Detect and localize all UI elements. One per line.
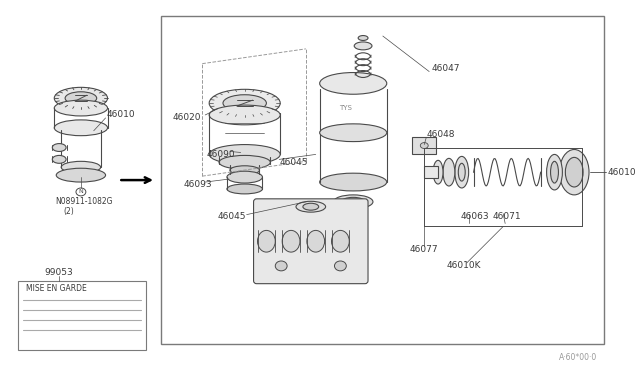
Text: TYS: TYS: [339, 105, 352, 111]
Ellipse shape: [455, 156, 468, 188]
Text: 46045: 46045: [217, 212, 246, 221]
Ellipse shape: [319, 173, 387, 191]
Text: 46093: 46093: [184, 180, 212, 189]
Text: 46045: 46045: [279, 158, 308, 167]
Ellipse shape: [52, 155, 66, 163]
Ellipse shape: [303, 203, 319, 210]
Ellipse shape: [209, 145, 280, 164]
Ellipse shape: [458, 163, 465, 181]
Text: 46020: 46020: [173, 113, 201, 122]
Bar: [424, 166, 438, 178]
Ellipse shape: [547, 154, 563, 190]
Text: A·60*00·0: A·60*00·0: [559, 353, 598, 362]
Text: 46047: 46047: [431, 64, 460, 73]
Text: 46010K: 46010K: [447, 262, 481, 270]
FancyBboxPatch shape: [253, 199, 368, 284]
Ellipse shape: [282, 230, 300, 252]
Text: 46063: 46063: [461, 212, 490, 221]
Ellipse shape: [559, 150, 589, 195]
Ellipse shape: [209, 105, 280, 125]
Text: 46048: 46048: [426, 130, 455, 139]
Ellipse shape: [319, 124, 387, 142]
Ellipse shape: [341, 198, 365, 206]
Ellipse shape: [223, 95, 266, 112]
Ellipse shape: [433, 160, 443, 184]
Text: N08911-1082G: N08911-1082G: [55, 197, 113, 206]
Ellipse shape: [257, 230, 275, 252]
Ellipse shape: [333, 195, 373, 209]
Ellipse shape: [61, 161, 100, 173]
Text: MISE EN GARDE: MISE EN GARDE: [26, 284, 86, 293]
Ellipse shape: [227, 171, 262, 183]
Ellipse shape: [219, 155, 270, 169]
Ellipse shape: [56, 168, 106, 182]
Ellipse shape: [230, 166, 259, 174]
Ellipse shape: [319, 73, 387, 94]
Text: 46071: 46071: [492, 212, 521, 221]
Ellipse shape: [332, 230, 349, 252]
Bar: [18, 281, 146, 350]
Ellipse shape: [76, 188, 86, 196]
Text: N: N: [79, 189, 83, 195]
Ellipse shape: [54, 120, 108, 136]
Ellipse shape: [275, 261, 287, 271]
Ellipse shape: [54, 87, 108, 109]
Ellipse shape: [54, 100, 108, 116]
Text: 46010: 46010: [608, 168, 636, 177]
Text: 46010: 46010: [106, 110, 135, 119]
Bar: [161, 16, 604, 344]
Ellipse shape: [52, 144, 66, 151]
Ellipse shape: [209, 89, 280, 117]
Text: 99053: 99053: [44, 268, 73, 277]
Ellipse shape: [227, 184, 262, 194]
Ellipse shape: [307, 230, 324, 252]
Ellipse shape: [443, 158, 455, 186]
Text: 46090: 46090: [206, 150, 235, 159]
Ellipse shape: [565, 157, 583, 187]
Bar: [412, 137, 436, 154]
Ellipse shape: [335, 261, 346, 271]
Ellipse shape: [358, 36, 368, 41]
Ellipse shape: [354, 42, 372, 50]
Ellipse shape: [420, 142, 428, 148]
Ellipse shape: [296, 201, 326, 212]
Text: 46077: 46077: [410, 245, 438, 254]
Text: (2): (2): [63, 207, 74, 216]
Ellipse shape: [550, 161, 559, 183]
Ellipse shape: [65, 92, 97, 105]
